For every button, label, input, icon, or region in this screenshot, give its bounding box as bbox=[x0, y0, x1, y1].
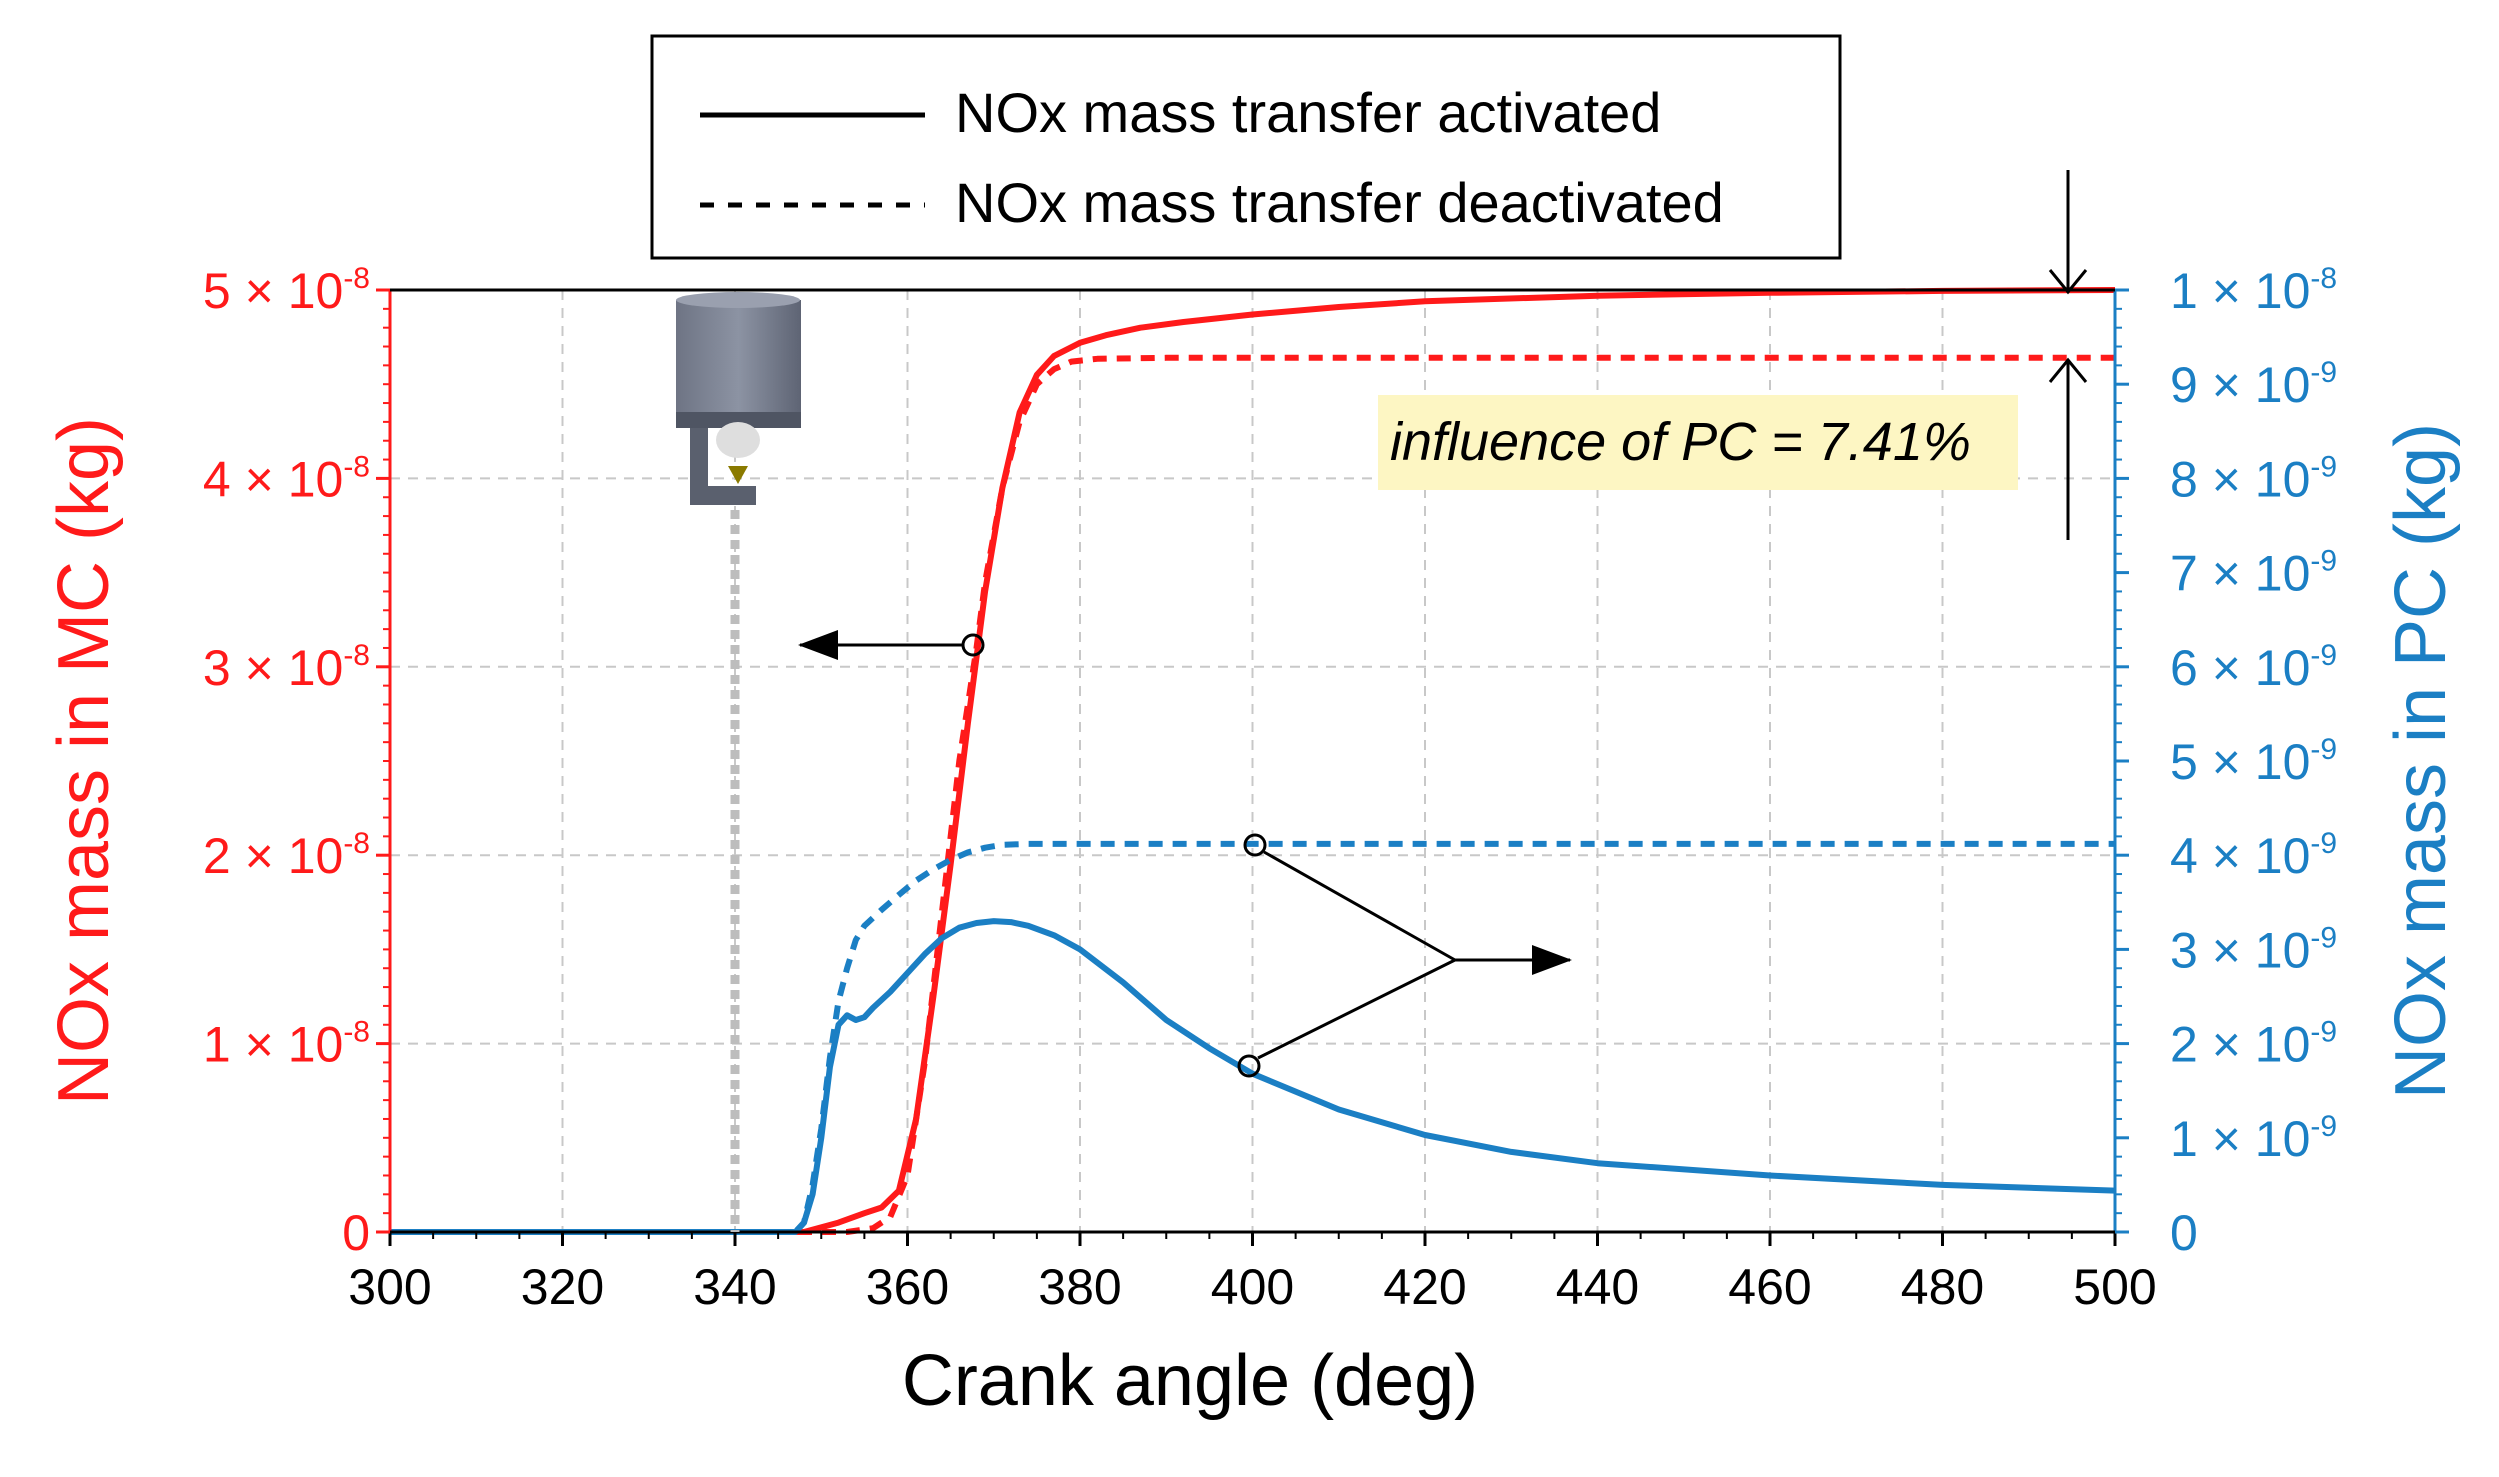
annotation-background bbox=[1378, 395, 2018, 490]
legend-box bbox=[650, 34, 1842, 260]
y-left-tick-label: 3 × 10-8 bbox=[203, 639, 370, 696]
x-axis-label: Crank angle (deg) bbox=[902, 1341, 1478, 1421]
x-tick-label: 400 bbox=[1211, 1259, 1294, 1315]
y-left-tick-label: 0 bbox=[342, 1205, 370, 1261]
y-left-tick-label: 5 × 10-8 bbox=[203, 262, 370, 319]
series-pc-deactivated bbox=[390, 840, 2115, 1235]
y-left-tick-label: 4 × 10-8 bbox=[203, 450, 370, 507]
x-tick-label: 360 bbox=[866, 1259, 949, 1315]
x-tick-label: 460 bbox=[1728, 1259, 1811, 1315]
pc-solid-marker-circle bbox=[1237, 1054, 1261, 1078]
spark-plug-icon bbox=[676, 292, 801, 505]
y-right-tick-label: 0 bbox=[2170, 1205, 2198, 1261]
legend: NOx mass transfer activated NOx mass tra… bbox=[650, 34, 1842, 260]
y-right-tick-label: 1 × 10-8 bbox=[2170, 262, 2337, 319]
x-tick-label: 420 bbox=[1383, 1259, 1466, 1315]
y-right-tick-label: 9 × 10-9 bbox=[2170, 356, 2337, 413]
y-left-tick-label: 1 × 10-8 bbox=[203, 1016, 370, 1073]
left-axis-label: NOx mass in MC (kg) bbox=[44, 417, 124, 1105]
annotation-text: influence of PC = 7.41% bbox=[1390, 412, 1971, 472]
x-tick-label: 320 bbox=[521, 1259, 604, 1315]
y-left-tick-label: 2 × 10-8 bbox=[203, 827, 370, 884]
x-tick-label: 500 bbox=[2073, 1259, 2156, 1315]
y-right-tick-label: 4 × 10-9 bbox=[2170, 827, 2337, 884]
series-pc-activated bbox=[390, 918, 2116, 1235]
influence-annotation: influence of PC = 7.41% bbox=[1378, 395, 2018, 490]
x-tick-label: 340 bbox=[693, 1259, 776, 1315]
y-right-tick-label: 7 × 10-9 bbox=[2170, 545, 2337, 602]
series-layer bbox=[390, 287, 2116, 1235]
y-right-tick-label: 3 × 10-9 bbox=[2170, 921, 2337, 978]
y-right-tick-label: 5 × 10-9 bbox=[2170, 733, 2337, 790]
legend-deactivated-label: NOx mass transfer deactivated bbox=[955, 171, 1724, 234]
x-tick-label: 300 bbox=[348, 1259, 431, 1315]
pointer-annotations bbox=[798, 630, 1572, 1078]
y-right-tick-label: 8 × 10-9 bbox=[2170, 450, 2337, 507]
difference-indicator bbox=[2048, 170, 2088, 540]
y-right-tick-label: 6 × 10-9 bbox=[2170, 639, 2337, 696]
x-tick-label: 440 bbox=[1556, 1259, 1639, 1315]
x-tick-label: 380 bbox=[1038, 1259, 1121, 1315]
series-mc-deactivated bbox=[390, 354, 2115, 1235]
y-right-tick-label: 1 × 10-9 bbox=[2170, 1110, 2337, 1167]
legend-activated-label: NOx mass transfer activated bbox=[955, 81, 1661, 144]
x-tick-label: 480 bbox=[1901, 1259, 1984, 1315]
grid bbox=[390, 290, 2115, 1232]
y-right-tick-label: 2 × 10-9 bbox=[2170, 1016, 2337, 1073]
pc-dashed-marker-circle bbox=[1243, 833, 1267, 857]
right-axis-label: NOx mass in PC (kg) bbox=[2381, 423, 2461, 1099]
